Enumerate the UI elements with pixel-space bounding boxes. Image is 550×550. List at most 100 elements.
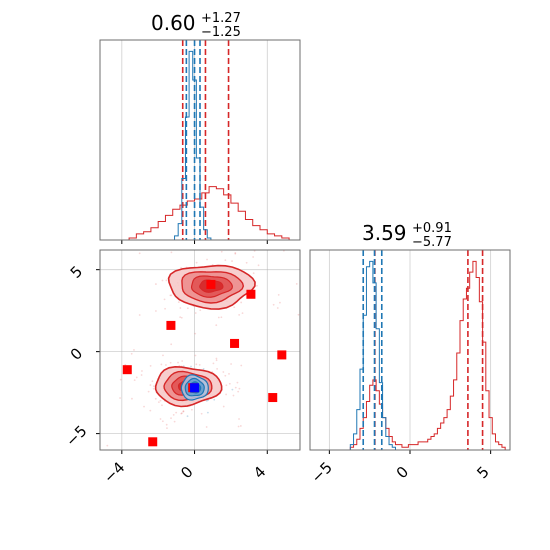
panel-c-sample-point	[132, 229, 134, 231]
panel-c-sample-point	[225, 393, 228, 396]
panel-c-sample-point	[297, 313, 300, 316]
title-upper-error: +1.27	[201, 11, 241, 26]
panel-c-sample-point	[169, 294, 172, 297]
panel-c-sample-point	[170, 251, 173, 254]
panel-c-sample-point	[195, 261, 198, 264]
panel-c-sample-point	[164, 307, 166, 310]
panel-c-sample-point	[190, 408, 193, 411]
panel-c-red-marker	[246, 289, 256, 299]
title-upper-error: +0.91	[412, 221, 452, 236]
panel-c-sample-point	[230, 363, 232, 365]
panel-c-sample-point	[159, 399, 162, 402]
panel-b-tick-label: 0	[393, 463, 412, 482]
marginal-histogram-parameter-1	[99, 39, 301, 244]
title-lower-error: −1.25	[201, 25, 241, 40]
panel-b-red-histogram	[349, 260, 506, 450]
panel-c-sample-point	[180, 316, 183, 319]
panel-c-sample-point	[220, 250, 223, 253]
panel-c-sample-point	[206, 411, 209, 414]
panel-c-sample-point	[222, 405, 225, 408]
panel-c-sample-point	[242, 242, 244, 244]
panel-c-sample-point	[252, 256, 255, 258]
panel-c-sample-point	[234, 386, 237, 389]
panel-c-sample-point	[151, 380, 154, 383]
panel-c-sample-point	[186, 307, 189, 310]
panel-c-sample-point	[180, 412, 183, 415]
panel-c-sample-point	[179, 316, 182, 319]
panel-c-sample-point	[216, 367, 219, 370]
panel-b-blue-histogram	[349, 260, 396, 450]
panel-c-red-marker	[206, 279, 216, 289]
panel-c-sample-point	[106, 444, 109, 447]
panel-c-sample-point	[213, 398, 216, 401]
panel-c-sample-point	[199, 309, 202, 312]
panel-c-sample-point	[60, 427, 62, 429]
panel-c-sample-point	[245, 261, 248, 264]
panel-c-sample-point	[215, 359, 218, 362]
panel-c-sample-point	[224, 259, 227, 262]
panel-c-red-marker	[166, 320, 176, 330]
panel-c-sample-point	[257, 264, 260, 267]
title-value: 3.59	[362, 221, 407, 245]
panel-c-sample-point	[195, 363, 198, 366]
panel-c-sample-point	[212, 362, 215, 365]
panel-c-sample-point	[159, 418, 162, 420]
panel-c-sample-point	[236, 381, 239, 384]
panel-c-sample-point	[179, 307, 182, 309]
panel-c-sample-point	[152, 385, 155, 388]
panel-c-sample-point	[182, 410, 185, 413]
panel-c-sample-point	[190, 222, 192, 224]
panel-c-sample-point	[238, 418, 240, 420]
panel-c-sample-point	[240, 301, 243, 304]
panel-c-sample-point	[161, 279, 164, 282]
panel-c-plot-area	[60, 222, 300, 450]
panel-c-y-tick-label: 0	[67, 344, 86, 363]
panel-b-tick-label: 5	[473, 463, 492, 482]
panel-c-sample-point	[240, 364, 243, 367]
panel-a-red-histogram	[107, 186, 297, 241]
panel-c-y-tick-label: 5	[67, 262, 86, 281]
panel-c-sample-point	[147, 390, 150, 393]
panel-c-sample-point	[149, 409, 152, 412]
panel-c-sample-point	[161, 404, 163, 407]
panel-c-sample-point	[215, 324, 218, 327]
title-value: 0.60	[151, 11, 196, 35]
panel-c-sample-point	[143, 405, 145, 408]
panel-c-sample-point	[239, 425, 242, 427]
panel-a-blue-histogram	[174, 50, 212, 240]
panel-c-sample-point	[165, 423, 168, 426]
panel-c-x-tick-label: 0	[177, 463, 196, 482]
panel-c-blue-marker	[190, 383, 200, 393]
panel-c-sample-point	[220, 316, 223, 319]
panel-c-sample-point	[180, 412, 183, 415]
panel-c-sample-point	[182, 410, 185, 413]
panel-c-sample-point	[231, 260, 233, 262]
panel-c-sample-point	[194, 332, 197, 335]
panel-c-sample-point	[149, 384, 152, 386]
panel-c-sample-point	[222, 371, 225, 373]
panel-c-sample-point	[215, 357, 218, 360]
panel-c-sample-point	[228, 372, 230, 375]
panel-c-red-marker	[268, 393, 278, 403]
panel-c-sample-point	[206, 258, 208, 261]
panel-c-sample-point	[190, 365, 192, 368]
panel-c-sample-point	[119, 397, 121, 399]
panel-c-sample-point	[232, 394, 235, 397]
panel-c-sample-point	[140, 374, 143, 376]
panel-c-sample-point	[119, 378, 122, 381]
panel-c-sample-point	[238, 313, 241, 316]
panel-c-sample-point	[205, 426, 208, 428]
panel-c-sample-point	[217, 316, 220, 319]
panel-c-sample-point	[170, 417, 172, 420]
panel-c-sample-point	[202, 367, 205, 370]
panel-c-sample-point	[130, 352, 133, 355]
panel-c-sample-point	[242, 246, 244, 248]
panel-c-sample-point	[276, 243, 278, 245]
panel-c-sample-point	[186, 415, 189, 418]
panel-c-sample-point	[238, 387, 241, 390]
panel-c-sample-point	[228, 382, 231, 385]
panel-c-sample-point	[149, 364, 152, 367]
panel-c-sample-point	[177, 301, 180, 303]
panel-c-sample-point	[131, 397, 133, 400]
panel-c-sample-point	[135, 376, 138, 379]
